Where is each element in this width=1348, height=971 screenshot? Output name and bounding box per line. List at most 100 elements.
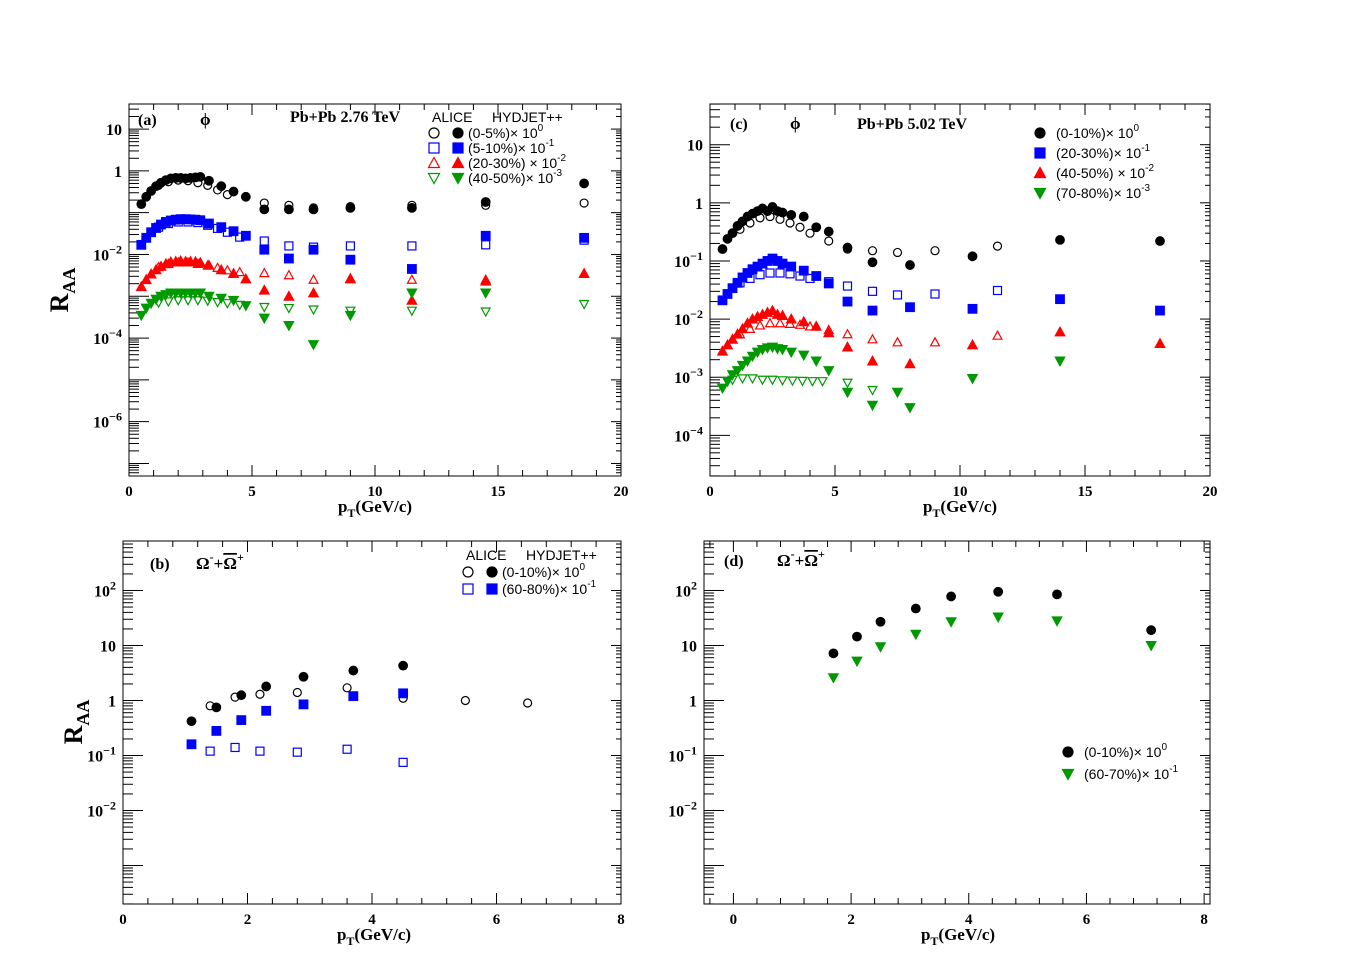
y-tick-label: 10−3 [674, 365, 703, 387]
data-point [183, 176, 193, 186]
data-point [992, 329, 1003, 340]
data-point [140, 273, 152, 285]
particle-label: Ω-+Ω+ [196, 550, 244, 573]
data-point [163, 218, 173, 229]
data-point [136, 199, 147, 210]
legend-marker-filled [452, 142, 464, 154]
series [205, 683, 533, 711]
data-point [308, 273, 319, 284]
panel-c: 0 5 10 15 20 10 1 10−1 10−2 10−3 10−4 (c) ϕ Pb+Pb 5.0… [674, 103, 1218, 500]
y-tick-label: 10−1 [668, 744, 697, 766]
legend-header-hydjet: HYDJET++ [492, 109, 563, 125]
data-point [578, 299, 590, 310]
data-point [182, 256, 194, 267]
data-point [153, 298, 164, 309]
data-point [194, 256, 207, 268]
series [186, 660, 409, 727]
data-point [345, 241, 355, 251]
data-point [867, 286, 878, 296]
data-point [182, 296, 194, 306]
legend-entry: (20-30%) × 10-2 [468, 153, 566, 171]
data-point [767, 375, 778, 386]
data-point [186, 739, 197, 750]
data-point [234, 266, 246, 277]
data-point [135, 310, 148, 322]
data-point [746, 351, 759, 363]
data-point [460, 695, 470, 706]
data-point [731, 366, 744, 377]
data-point [755, 270, 765, 280]
data-point [240, 301, 252, 312]
legend-marker-filled [486, 566, 498, 578]
series [716, 342, 1066, 414]
legend-entry: (40-50%) × 10-2 [1056, 163, 1154, 181]
data-point [345, 201, 355, 212]
data-point [307, 286, 320, 298]
data-point [308, 305, 319, 316]
data-point [234, 300, 246, 311]
data-point [794, 319, 806, 329]
data-point [786, 261, 797, 272]
data-point [481, 240, 491, 250]
data-point [757, 375, 768, 386]
data-point [255, 746, 265, 756]
y-tick-label: 1 [114, 164, 122, 181]
data-point [785, 347, 797, 359]
series [153, 217, 589, 252]
data-point [717, 244, 728, 254]
panel-label: (b) [150, 556, 170, 573]
particle-label: ϕ [790, 114, 801, 133]
x-tick-label: 15 [1078, 484, 1093, 500]
x-axis-title-b: pT(GeV/c) [337, 925, 411, 948]
data-point [162, 258, 174, 268]
plot-frame [703, 540, 1211, 905]
data-point [172, 296, 184, 306]
x-tick-label: 20 [614, 484, 629, 500]
data-point [255, 689, 265, 699]
data-point [775, 268, 785, 278]
legend-entry: (20-30%)× 10-1 [1056, 143, 1151, 161]
data-point [727, 228, 738, 239]
data-point [1145, 641, 1157, 652]
legend-header-alice: ALICE [432, 109, 472, 125]
y-axis-title-bottom: RAA [59, 700, 93, 745]
data-point [141, 232, 152, 243]
data-point [348, 691, 359, 702]
x-tick-label: 5 [248, 484, 256, 500]
legend-entry: (0-10%)× 100 [502, 562, 585, 580]
x-axis-title-c: pT(GeV/c) [923, 497, 997, 520]
data-point [842, 378, 853, 389]
x-tick-label: 5 [831, 484, 839, 500]
panel-b: 0 2 4 6 8 102 10 1 10−1 10−2 (b) Ω-+Ω+ ALICE HYDJET++… [87, 540, 625, 928]
data-point [842, 281, 853, 291]
data-point [230, 742, 240, 753]
y-tick-label: 10−2 [93, 242, 122, 264]
data-point [892, 336, 903, 347]
data-point [967, 303, 978, 314]
data-point [904, 357, 916, 369]
data-point [480, 273, 492, 284]
data-point [745, 218, 755, 228]
data-point [722, 289, 733, 299]
data-point [992, 612, 1004, 623]
data-point [867, 333, 878, 344]
data-point [735, 278, 745, 288]
series [727, 374, 903, 398]
data-point [579, 232, 589, 243]
data-point [342, 683, 352, 693]
legend-marker-open [462, 583, 474, 595]
data-point [777, 258, 788, 269]
data-point [765, 211, 775, 222]
data-point [786, 209, 797, 220]
y-tick-label: 10−4 [93, 326, 122, 348]
y-tick-label: 10 [106, 122, 122, 139]
data-point [866, 400, 879, 412]
legend-marker-open [428, 127, 440, 139]
data-point [798, 350, 810, 362]
data-point [342, 744, 352, 754]
data-point [804, 320, 816, 331]
panel-a: 0 5 10 15 20 10 1 10−2 10−4 10−6 (a) ϕ Pb+Pb 2.76 Te… [93, 103, 629, 500]
x-tick-label: 2 [244, 912, 252, 928]
data-point [777, 207, 788, 218]
data-point [775, 214, 785, 224]
